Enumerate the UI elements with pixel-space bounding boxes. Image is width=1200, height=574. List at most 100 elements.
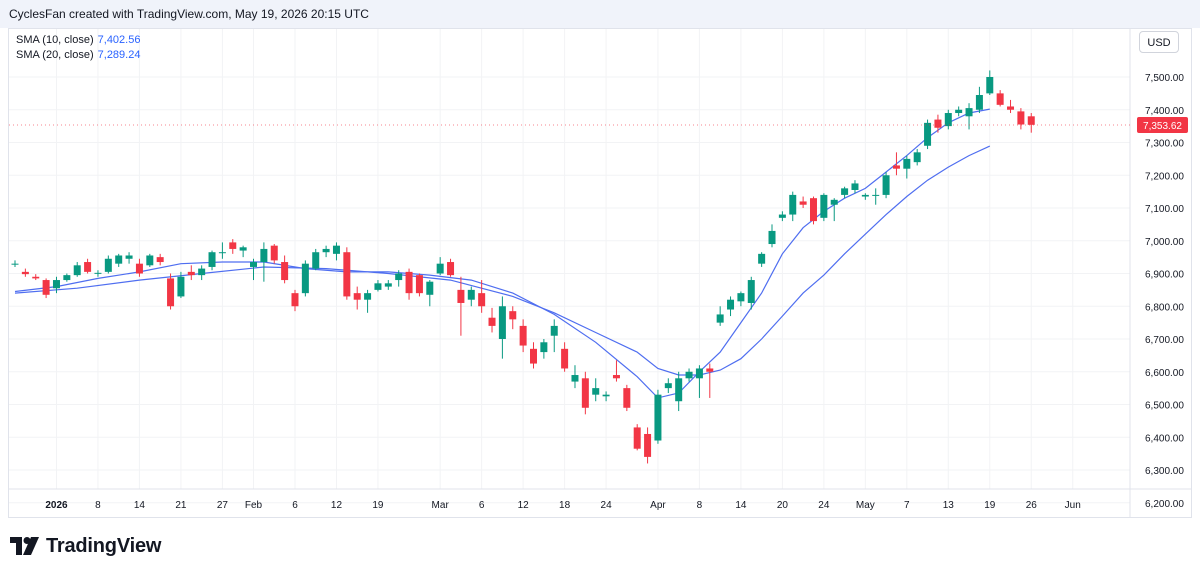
candle-body — [32, 276, 40, 279]
candle-body — [685, 371, 693, 379]
candle-body — [488, 317, 496, 326]
candle-body — [312, 252, 320, 269]
candle-body — [903, 158, 911, 169]
candle-body — [872, 194, 880, 196]
candle-body — [457, 289, 465, 303]
tradingview-logo-icon — [10, 537, 39, 555]
legend-sma10-value: 7,402.56 — [97, 34, 141, 46]
candle-body — [706, 368, 714, 372]
y-tick-label: 7,300.00 — [1145, 139, 1184, 150]
candle-body — [94, 272, 102, 274]
candle-body — [654, 394, 662, 441]
candle-body — [664, 383, 672, 389]
candle-body — [177, 276, 185, 297]
candle-body — [467, 289, 475, 300]
x-tick-label: Feb — [245, 500, 263, 511]
candle-body — [809, 198, 817, 222]
y-tick-label: 7,500.00 — [1145, 73, 1184, 84]
legend-sma10[interactable]: SMA (10, close) 7,402.56 — [16, 34, 141, 46]
candle-body — [975, 95, 983, 110]
last-price-label: 7,353.62 — [1143, 121, 1182, 132]
candle-body — [1017, 111, 1025, 125]
y-tick-label: 7,100.00 — [1145, 204, 1184, 215]
indicator-legend: SMA (10, close) 7,402.56 SMA (20, close) 7… — [16, 33, 140, 63]
candle-body — [778, 214, 786, 218]
candle-body — [955, 109, 963, 114]
candle-body — [125, 255, 133, 259]
candle-body — [695, 368, 703, 379]
x-tick-label: 19 — [984, 500, 996, 511]
candle-body — [820, 194, 828, 218]
x-tick-label: 20 — [777, 500, 789, 511]
candle-body — [934, 119, 942, 128]
candle-body — [540, 342, 548, 353]
candle-body — [509, 311, 517, 320]
legend-sma20[interactable]: SMA (20, close) 7,289.24 — [16, 49, 141, 61]
x-tick-label: 24 — [601, 500, 613, 511]
candle-body — [436, 263, 444, 274]
candle-body — [644, 433, 652, 457]
x-tick-label: 27 — [217, 500, 229, 511]
candle-body — [758, 253, 766, 264]
candle-body — [415, 275, 423, 294]
currency-button[interactable]: USD — [1139, 31, 1179, 53]
candle-body — [229, 242, 237, 249]
x-tick-label: 14 — [735, 500, 747, 511]
candle-body — [519, 325, 527, 346]
candle-body — [353, 293, 361, 300]
x-tick-label: 7 — [904, 500, 910, 511]
candle-body — [882, 175, 890, 195]
candle-body — [198, 268, 206, 276]
x-tick-label: 6 — [479, 500, 485, 511]
candle-body — [913, 152, 921, 163]
x-tick-label: 21 — [175, 500, 187, 511]
x-tick-label: Mar — [432, 500, 450, 511]
candle-body — [530, 348, 537, 364]
y-tick-label: 6,300.00 — [1145, 466, 1184, 477]
x-tick-label: 8 — [697, 500, 703, 511]
candle-body — [633, 427, 641, 449]
candle-body — [374, 283, 382, 290]
candle-body — [592, 388, 600, 395]
candle-body — [270, 245, 278, 261]
x-tick-label: 26 — [1026, 500, 1038, 511]
header-bar: CyclesFan created with TradingView.com, … — [0, 0, 1200, 28]
candle-body — [965, 108, 973, 117]
candle-body — [996, 93, 1004, 105]
candle-body — [167, 278, 175, 307]
candle-body — [250, 262, 258, 267]
candle-body — [675, 378, 683, 402]
y-tick-label: 6,800.00 — [1145, 302, 1184, 313]
candle-body — [84, 262, 92, 272]
candle-body — [281, 262, 289, 281]
x-tick-label: May — [856, 500, 875, 511]
candle-body — [561, 348, 569, 369]
credit-text: CyclesFan created with TradingView.com, … — [9, 7, 369, 21]
candle-body — [727, 299, 735, 310]
candle-body — [944, 113, 952, 127]
candle-body — [571, 375, 579, 382]
brand-name: TradingView — [46, 535, 162, 557]
candle-body — [1007, 106, 1015, 110]
x-tick-label: Apr — [650, 500, 666, 511]
y-tick-label: 6,700.00 — [1145, 335, 1184, 346]
y-tick-label: 6,200.00 — [1145, 499, 1184, 510]
x-tick-label: 18 — [559, 500, 571, 511]
candle-body — [830, 199, 838, 205]
x-tick-label: 6 — [292, 500, 298, 511]
candle-body — [1027, 116, 1035, 125]
last-price-tag — [1137, 116, 1188, 133]
candle-body — [789, 194, 797, 215]
candle-body — [301, 263, 309, 294]
x-tick-label: 19 — [372, 500, 384, 511]
candle-body — [851, 183, 859, 190]
y-tick-label: 6,600.00 — [1145, 368, 1184, 379]
candle-body — [747, 280, 755, 303]
candle-body — [260, 248, 268, 263]
candle-body — [208, 252, 216, 267]
x-tick-label: 24 — [818, 500, 830, 511]
candle-body — [841, 188, 849, 195]
candle-body — [364, 293, 372, 300]
candle-body — [405, 271, 413, 294]
